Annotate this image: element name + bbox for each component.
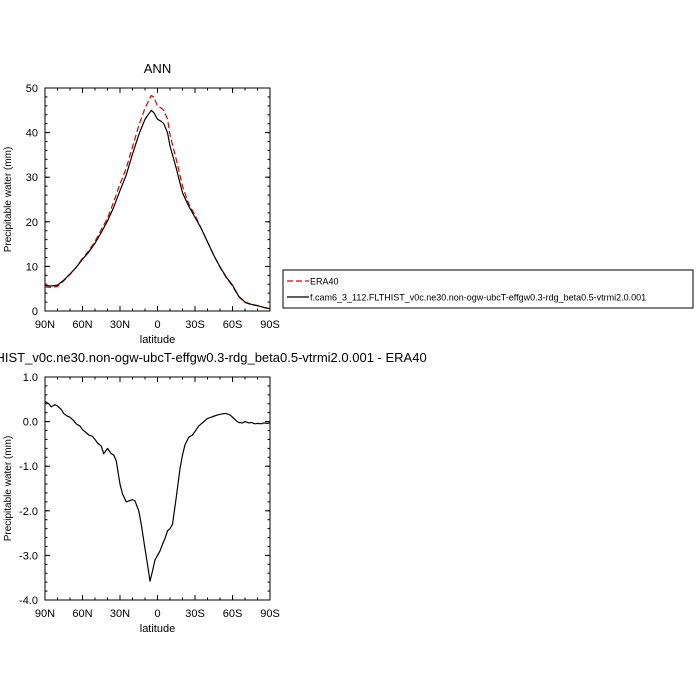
panel2-chart-title: f.cam6_3_112.FLTHIST_v0c.ne30.non-ogw-ub… bbox=[0, 350, 427, 365]
legend-label-1: ERA40 bbox=[310, 277, 339, 287]
panel2-y-tick-label: -1.0 bbox=[19, 461, 38, 473]
legend-label-2: f.cam6_3_112.FLTHIST_v0c.ne30.non-ogw-ub… bbox=[310, 293, 646, 303]
panel2-series-line-1 bbox=[44, 401, 271, 582]
panel1-chart-title: ANN bbox=[144, 61, 171, 76]
panel1-y-tick-label: 40 bbox=[26, 128, 38, 140]
panel2-x-tick-label: 0 bbox=[154, 608, 160, 620]
panel2-x-tick-label: 30S bbox=[185, 608, 205, 620]
panel2-y-tick-label: 0.0 bbox=[23, 417, 38, 429]
panel2-y-axis-label: Precipitable water (mm) bbox=[3, 436, 14, 542]
panel1-y-tick-label: 10 bbox=[26, 261, 38, 273]
panel1-x-tick-label: 30N bbox=[110, 319, 130, 331]
panel2-x-tick-label: 90N bbox=[35, 608, 55, 620]
panel1-y-tick-label: 50 bbox=[26, 83, 38, 95]
panel2-y-tick-label: -3.0 bbox=[19, 550, 38, 562]
panel1-x-axis-label: latitude bbox=[140, 334, 175, 346]
panel2-y-tick-label: 1.0 bbox=[23, 372, 38, 384]
panel1-y-tick-label: 20 bbox=[26, 217, 38, 229]
panel1-x-tick-label: 0 bbox=[154, 319, 160, 331]
panel2-plot-frame bbox=[44, 376, 271, 601]
panel2-x-axis-label: latitude bbox=[140, 623, 175, 635]
panel2-x-tick-label: 60S bbox=[223, 608, 243, 620]
panel1-series-line-1 bbox=[44, 94, 271, 310]
panel2-x-tick-label: 60N bbox=[72, 608, 92, 620]
panel2-y-tick-label: -4.0 bbox=[19, 595, 38, 607]
panel1-y-tick-label: 30 bbox=[26, 172, 38, 184]
panel1-x-tick-label: 60N bbox=[72, 319, 92, 331]
panel1-x-tick-label: 90N bbox=[35, 319, 55, 331]
panel1-x-tick-label: 30S bbox=[185, 319, 205, 331]
panel2-y-tick-label: -2.0 bbox=[19, 506, 38, 518]
panel2-x-tick-label: 90S bbox=[260, 608, 280, 620]
panel1-series-line-2 bbox=[44, 109, 271, 310]
panel1-plot-frame bbox=[44, 87, 271, 312]
panel1-x-tick-label: 90S bbox=[260, 319, 280, 331]
panel1-y-axis-label: Precipitable water (mm) bbox=[3, 147, 14, 253]
panel1-y-tick-label: 0 bbox=[32, 306, 38, 318]
panel1-x-tick-label: 60S bbox=[223, 319, 243, 331]
panel2-x-tick-label: 30N bbox=[110, 608, 130, 620]
legend-box bbox=[282, 269, 694, 309]
